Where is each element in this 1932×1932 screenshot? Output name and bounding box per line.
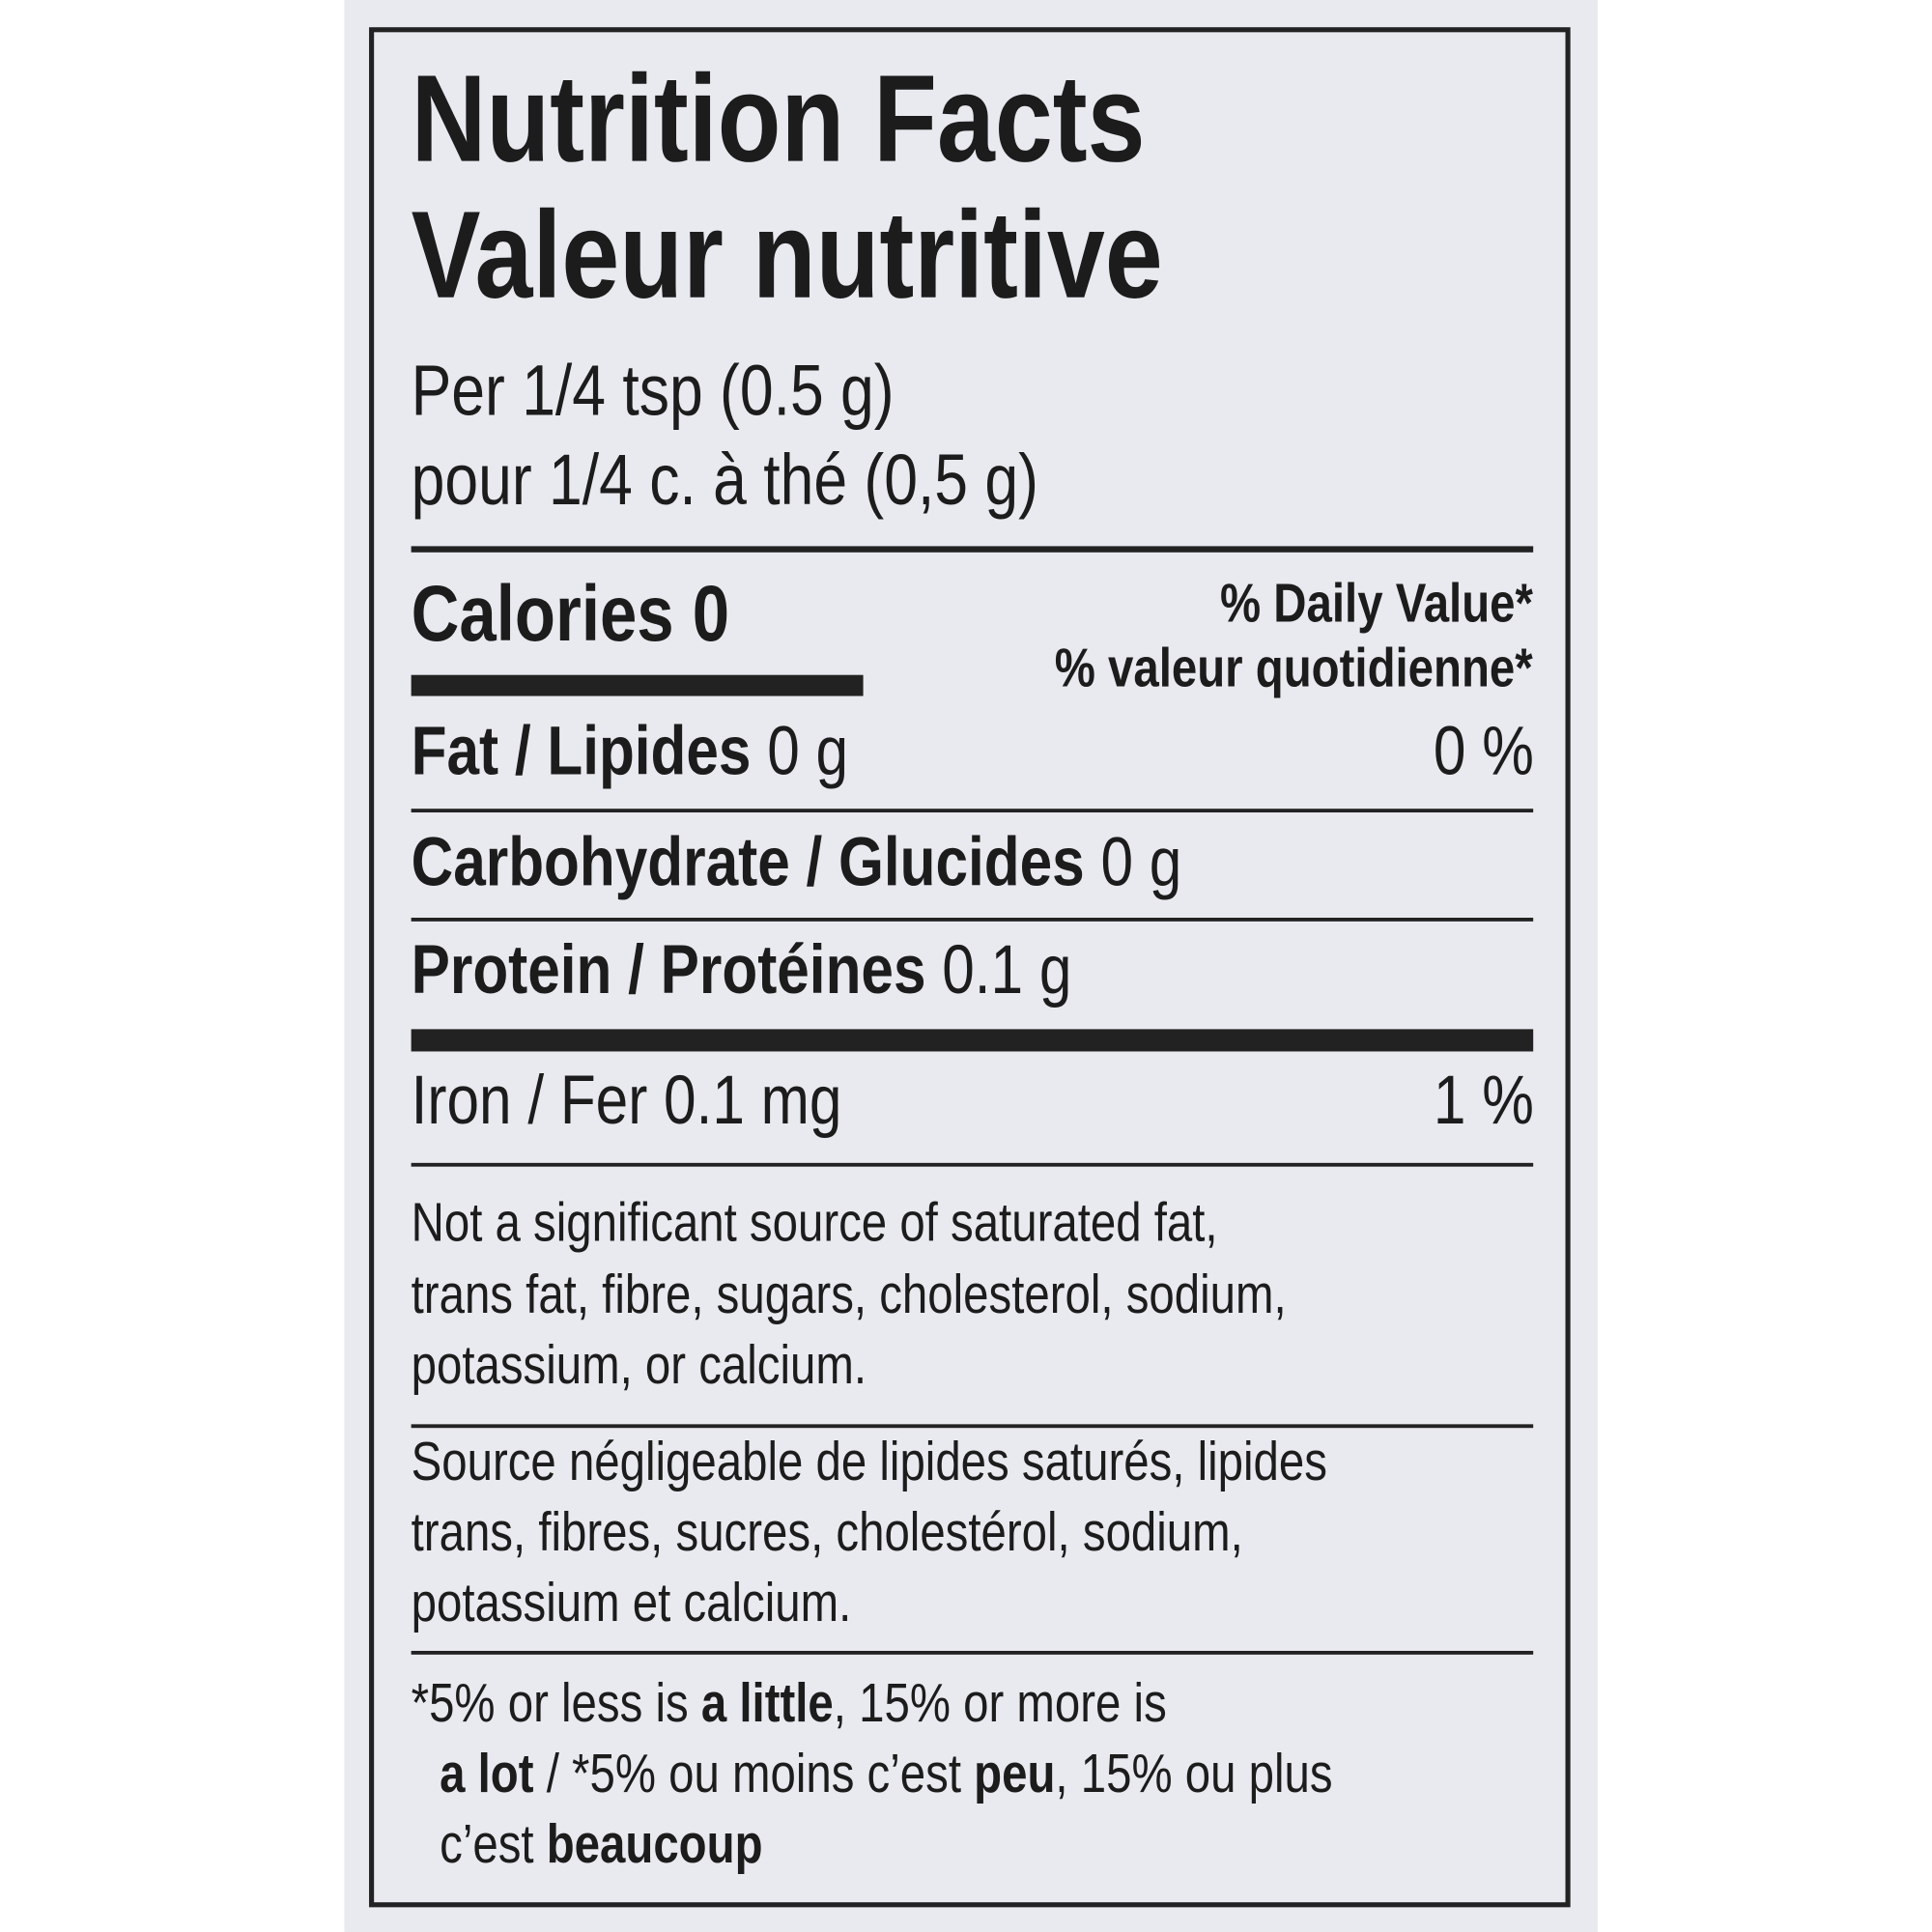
nutrient-row-carbohydrate: Carbohydrate / Glucides 0 g <box>412 827 1182 896</box>
footnote-text: / *5% ou moins c’est <box>533 1744 975 1804</box>
footnote-text: , 15% or more is <box>833 1673 1167 1734</box>
daily-value-header-en: % Daily Value* <box>1220 573 1534 635</box>
footnote-bold: a little <box>700 1673 834 1734</box>
note-en-line: trans fat, fibre, sugars, cholesterol, s… <box>411 1264 1287 1325</box>
divider <box>411 546 1534 553</box>
note-fr-line: Source négligeable de lipides saturés, l… <box>411 1432 1327 1492</box>
title-en: Nutrition Facts <box>411 49 1146 188</box>
nutrient-name: Protein / Protéines <box>411 929 926 1009</box>
title-fr: Valeur nutritive <box>411 185 1163 325</box>
footnote-line-2: a lot / *5% ou moins c’est peu, 15% ou p… <box>440 1747 1332 1802</box>
footnote-text: c’est <box>440 1814 547 1876</box>
nutrient-row-protein: Protein / Protéines 0.1 g <box>412 934 1072 1005</box>
note-en-line: Not a significant source of saturated fa… <box>411 1192 1218 1254</box>
serving-en: Per 1/4 tsp (0.5 g) <box>411 350 895 432</box>
daily-value-header-fr: % valeur quotidienne* <box>1055 638 1534 699</box>
nutrient-name: Carbohydrate / Glucides <box>411 822 1085 901</box>
footnote-text: , 15% ou plus <box>1055 1744 1333 1804</box>
nutrient-name: Fat / Lipides <box>411 710 752 789</box>
note-fr-line: potassium et calcium. <box>411 1573 852 1634</box>
nutrient-dv-iron: 1 % <box>1433 1060 1534 1139</box>
serving-fr: pour 1/4 c. à thé (0,5 g) <box>411 440 1038 521</box>
label-background <box>344 0 1598 1932</box>
nutrient-row-fat: Fat / Lipides 0 g <box>412 715 848 785</box>
thick-divider <box>411 1029 1534 1052</box>
divider <box>411 917 1534 922</box>
nutrient-amount: 0 g <box>767 710 849 789</box>
divider <box>411 1162 1534 1167</box>
divider <box>411 1424 1534 1429</box>
nutrient-dv-fat: 0 % <box>1433 710 1534 789</box>
divider <box>411 1650 1534 1655</box>
note-en-line: potassium, or calcium. <box>411 1335 867 1396</box>
divider <box>411 809 1534 813</box>
label-border <box>369 27 1571 1908</box>
note-fr-line: trans, fibres, sucres, cholestérol, sodi… <box>411 1502 1243 1563</box>
nutrient-row-iron: Iron / Fer 0.1 mg <box>411 1060 842 1139</box>
nutrient-amount: 0 g <box>1100 822 1182 901</box>
nutrient-amount: 0.1 g <box>942 929 1072 1009</box>
footnote-text: *5% or less is <box>411 1673 701 1734</box>
footnote-line-3: c’est beaucoup <box>440 1817 762 1872</box>
footnote-line-1: *5% or less is a little, 15% or more is <box>412 1676 1167 1731</box>
footnote-bold: peu <box>974 1744 1056 1804</box>
footnote-bold: a lot <box>440 1744 534 1804</box>
calories-bar <box>411 674 864 696</box>
calories: Calories 0 <box>411 568 730 658</box>
footnote-bold: beaucoup <box>546 1814 763 1876</box>
